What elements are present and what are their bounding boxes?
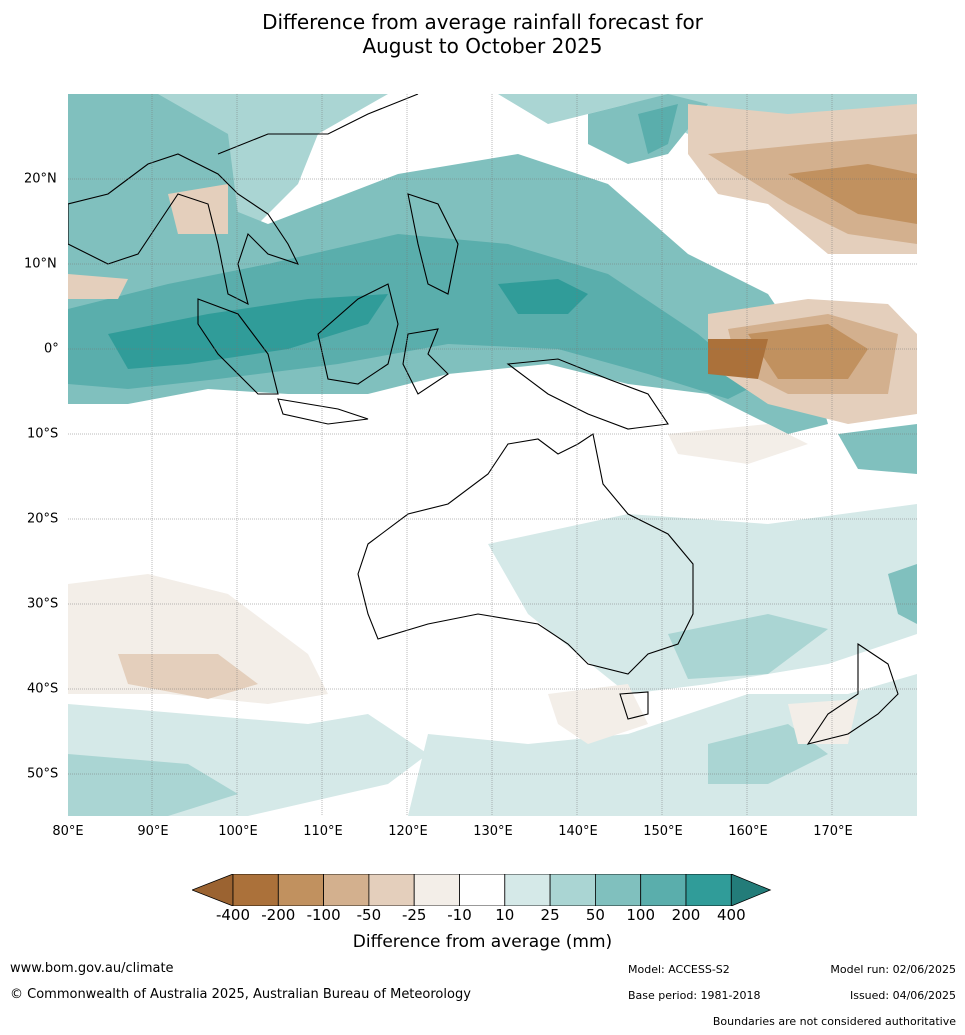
lon-label: 100°E [218, 824, 258, 839]
australia-outline [357, 433, 694, 675]
legend-tick-label: -100 [306, 906, 341, 924]
legend-tick-label: 200 [671, 906, 701, 924]
lon-label: 130°E [473, 824, 513, 839]
legend-swatch [549, 874, 596, 906]
legend-title: Difference from average (mm) [352, 932, 613, 952]
lat-label: 30°S [27, 596, 59, 612]
boundary-disclaimer: Boundaries are not considered authoritat… [712, 1015, 956, 1028]
legend-swatch-low-extend [192, 874, 234, 906]
lon-label: 170°E [813, 824, 853, 839]
sulawesi-outline [402, 328, 449, 395]
legend-swatch [413, 874, 460, 906]
base-period-info: Base period: 1981-2018 [628, 989, 761, 1002]
lon-label: 110°E [303, 824, 343, 839]
legend-swatch [277, 874, 325, 906]
legend-tick-label: 10 [495, 906, 515, 924]
lon-label: 150°E [643, 824, 683, 839]
lat-label: 50°S [27, 766, 59, 782]
lat-label: 20°S [27, 511, 59, 527]
map-title-line-2: August to October 2025 [362, 34, 603, 58]
coastlines [68, 94, 899, 745]
legend-tick-label: -200 [261, 906, 296, 924]
borneo-outline [317, 283, 399, 385]
legend-swatch-high-extend [730, 874, 772, 906]
lat-label: 10°S [27, 426, 59, 442]
legend-colorbar [192, 874, 772, 906]
lat-label: 10°N [24, 256, 57, 272]
model-run-info: Model run: 02/06/2025 [830, 963, 956, 976]
website-link[interactable]: www.bom.gov.au/climate [10, 961, 174, 976]
lon-label: 140°E [558, 824, 598, 839]
sumatra-outline [197, 298, 279, 395]
legend-swatch [640, 874, 687, 906]
rainfall-anomaly-map [68, 94, 917, 816]
lon-label: 160°E [728, 824, 768, 839]
legend-tick-label: 100 [626, 906, 656, 924]
copyright-text: © Commonwealth of Australia 2025, Austra… [10, 987, 471, 1002]
lon-label: 90°E [137, 824, 169, 839]
legend-swatch [685, 874, 732, 906]
legend-swatch [504, 874, 551, 906]
china-coast-outline [217, 94, 419, 155]
tasmania-outline [619, 691, 649, 720]
model-info: Model: ACCESS-S2 [628, 963, 730, 976]
lon-label: 120°E [388, 824, 428, 839]
philippines-outline [407, 193, 459, 295]
legend-tick-label: -400 [215, 906, 251, 924]
new-guinea-outline [506, 358, 669, 430]
legend-swatch [368, 874, 415, 906]
new-zealand-outline [806, 642, 899, 745]
legend-tick-label: 400 [716, 906, 746, 924]
legend-swatch [459, 874, 506, 906]
legend-tick-label: 25 [540, 906, 560, 924]
legend-swatch [232, 874, 279, 906]
java-outline [277, 398, 369, 425]
legend-tick-label: -25 [401, 906, 427, 924]
legend-tick-label: 50 [585, 906, 605, 924]
lat-label: 20°N [24, 171, 57, 187]
legend-tick-label: -10 [447, 906, 472, 924]
lon-label: 80°E [52, 824, 84, 839]
legend-swatch [594, 874, 642, 906]
map-title: Difference from average rainfall forecas… [0, 10, 965, 58]
lat-label: 0° [44, 341, 59, 357]
mainland-asia-outline [68, 153, 300, 306]
map-title-line-1: Difference from average rainfall forecas… [262, 10, 703, 34]
legend-swatch [323, 874, 370, 906]
lat-label: 40°S [27, 681, 59, 697]
graticule [68, 94, 917, 816]
issued-info: Issued: 04/06/2025 [849, 989, 956, 1002]
legend-tick-label: -50 [356, 906, 382, 924]
